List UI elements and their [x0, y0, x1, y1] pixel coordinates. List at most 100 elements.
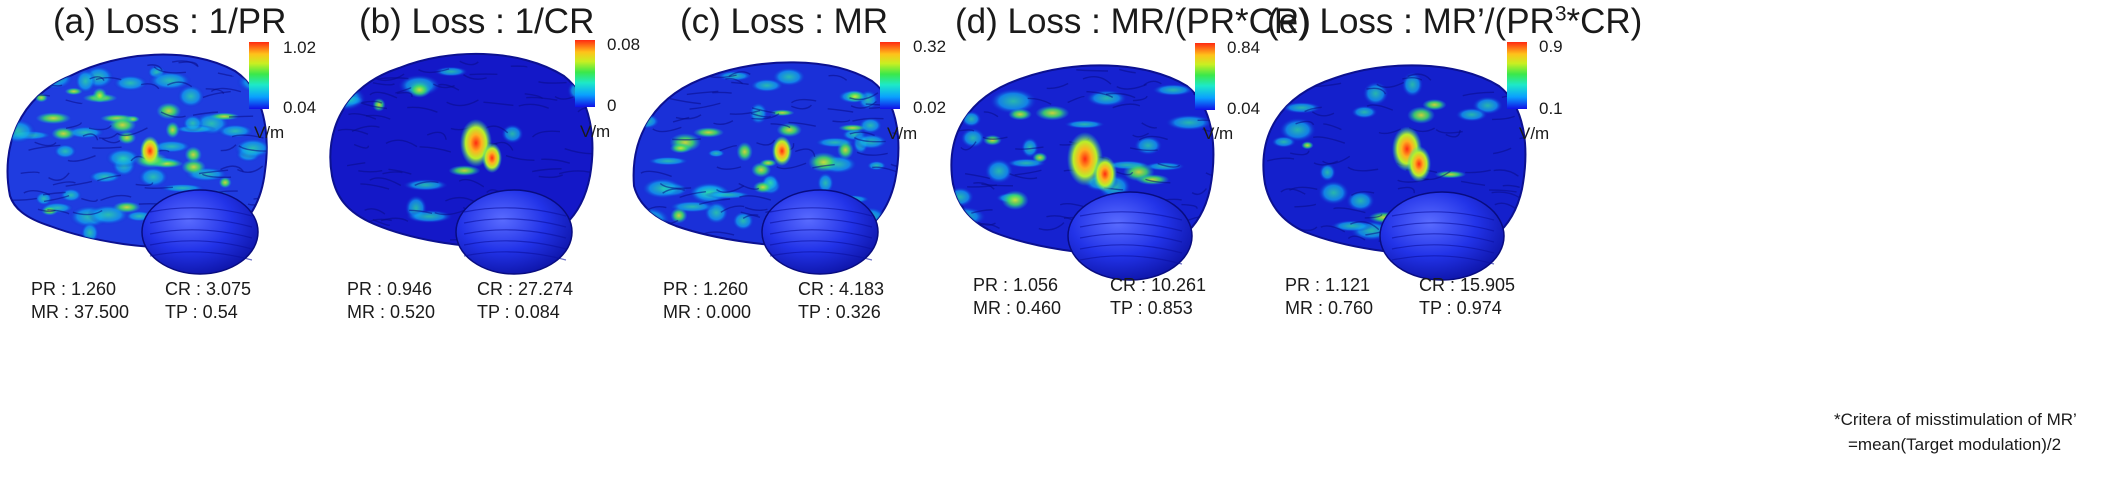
- cerebellum-fold: [1079, 233, 1183, 243]
- sulcus: [960, 240, 992, 247]
- sulcus: [1460, 180, 1486, 186]
- sulcus: [1086, 90, 1114, 98]
- colorbar-unit: V/m: [1203, 124, 1234, 143]
- sulcus: [1317, 70, 1347, 74]
- sulcus: [202, 173, 232, 179]
- sulcus: [979, 79, 1003, 88]
- sulcus: [668, 76, 686, 82]
- sulcus: [469, 73, 498, 76]
- field-patch: [105, 148, 141, 168]
- sulcus: [336, 223, 365, 230]
- sulcus: [81, 197, 99, 202]
- sulcus: [167, 81, 193, 88]
- sulcus: [1014, 169, 1042, 176]
- field-patch: [1063, 120, 1106, 129]
- sulcus: [20, 171, 40, 174]
- sulcus: [1376, 81, 1405, 88]
- stat-tp: TP : 0.974: [1419, 298, 1502, 318]
- field-patch: [1134, 135, 1163, 156]
- colorbar-min: 0: [607, 96, 617, 115]
- field-patch: [1362, 81, 1389, 106]
- colorbar: [880, 42, 900, 109]
- colorbar-min: 0.04: [283, 98, 317, 117]
- cerebellum-fold: [769, 218, 873, 228]
- sulcus: [238, 145, 267, 152]
- sulcus: [967, 184, 997, 188]
- field-patch: [641, 177, 684, 199]
- sulcus: [776, 162, 807, 170]
- cerebellum-fold: [463, 207, 567, 217]
- sulcus: [716, 185, 745, 193]
- sulcus: [973, 182, 995, 190]
- panel-c: (c) Loss : MR 0.32 0.02 V/m PR : 1.260 C…: [630, 0, 1055, 497]
- field-patch: [1422, 99, 1447, 111]
- cerebellum-fold: [1079, 255, 1183, 265]
- sulcus: [712, 91, 732, 94]
- sulcus: [791, 98, 817, 104]
- sulcus: [640, 170, 672, 178]
- sulcus: [975, 91, 991, 95]
- sulcus: [369, 177, 402, 187]
- sulcus: [360, 183, 390, 190]
- sulcus: [237, 165, 264, 174]
- sulcus: [432, 83, 455, 89]
- sulcus: [483, 101, 514, 107]
- sulcus: [65, 122, 82, 130]
- sulcus: [1320, 225, 1346, 233]
- field-patch: [1152, 83, 1195, 96]
- sulcus: [531, 130, 561, 138]
- stat-pr: PR : 0.946: [347, 279, 433, 299]
- sulcus: [1007, 70, 1025, 78]
- cerebellum: [141, 189, 259, 275]
- sulcus: [1311, 111, 1335, 117]
- sulcus: [720, 205, 745, 213]
- field-patch: [749, 78, 784, 93]
- field-patch: [808, 152, 840, 173]
- panel-title: (e) Loss : MR’/(PR3*CR): [1267, 2, 1642, 42]
- sulcus: [1397, 178, 1429, 183]
- sulcus: [1132, 132, 1149, 138]
- brain-render: [6, 53, 268, 275]
- sulcus: [1143, 80, 1162, 86]
- sulcus: [849, 131, 875, 137]
- brain-render: [329, 52, 594, 275]
- field-patch: [138, 166, 169, 188]
- sulcus: [788, 121, 816, 127]
- sulcus: [34, 141, 57, 147]
- sulcus: [669, 98, 701, 105]
- sulcus: [1350, 221, 1380, 231]
- field-patch: [670, 207, 688, 224]
- sulcus: [1435, 129, 1463, 134]
- sulcus: [558, 170, 590, 175]
- sulcus: [652, 126, 682, 133]
- cerebellum: [1379, 191, 1505, 281]
- field-patch: [405, 209, 453, 224]
- sulcus: [1132, 95, 1148, 102]
- sulcus: [369, 91, 398, 99]
- sulcus: [89, 76, 105, 81]
- sulcus: [526, 96, 558, 101]
- field-patch: [838, 124, 867, 132]
- colorbar-min: 0.1: [1539, 99, 1563, 118]
- sulcus: [1046, 82, 1069, 90]
- sulcus: [971, 209, 993, 214]
- stat-mr: MR : 37.500: [31, 302, 130, 322]
- field-patch: [53, 143, 77, 159]
- sulcus: [210, 87, 242, 93]
- sulcus: [426, 131, 447, 140]
- sulcus: [10, 74, 42, 82]
- sulcus: [372, 82, 395, 86]
- field-patch: [1351, 105, 1378, 119]
- field-patch: [1008, 108, 1032, 121]
- cerebellum-fold: [769, 229, 873, 239]
- sulcus: [1313, 160, 1338, 166]
- field-patch: [181, 159, 206, 175]
- cerebellum-fold: [769, 207, 873, 217]
- cerebellum: [761, 189, 879, 275]
- stat-pr: PR : 1.056: [973, 275, 1059, 295]
- field-patch: [1032, 152, 1048, 163]
- colorbar: [249, 42, 269, 109]
- field-patch: [1281, 102, 1322, 114]
- field-patch: [408, 82, 431, 98]
- field-patch: [633, 113, 660, 130]
